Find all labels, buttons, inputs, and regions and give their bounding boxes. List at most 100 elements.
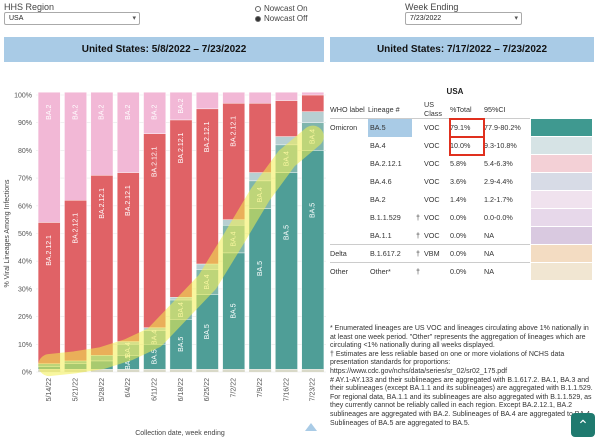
- table-header-row: WHO label Lineage # US Class %Total 95%C…: [330, 100, 592, 119]
- lineage-cell: B.1.1.529: [370, 213, 401, 222]
- footnotes: * Enumerated lineages are US VOC and lin…: [330, 325, 596, 428]
- chevron-down-icon: ▾: [132, 15, 136, 22]
- bar-data-label: BA.2.12.1: [151, 146, 158, 177]
- bar-data-label: BA.2.12.1: [72, 213, 79, 244]
- footnote-aggregation: # AY.1-AY.133 and their sublineages are …: [330, 376, 593, 427]
- bar-data-label: BA.2: [178, 98, 185, 113]
- pct-total-cell: 0.0%: [450, 249, 467, 258]
- reliability-mark-cell: [412, 119, 424, 137]
- lineage-color-swatch: [529, 190, 593, 209]
- col-ci: 95%CI: [484, 104, 506, 114]
- bar-data-label: BA.2: [125, 105, 132, 120]
- bar-data-label: BA.2.12.1: [178, 132, 185, 163]
- us-class-cell: VOC: [424, 123, 440, 133]
- who-label-cell: [330, 173, 368, 191]
- lineage-cell: BA.1.1: [370, 230, 392, 240]
- pct-total-cell: 0.0%: [450, 267, 467, 277]
- ci-cell: NA: [484, 230, 494, 240]
- reliability-mark-cell: †: [416, 230, 420, 240]
- ci-cell: 5.4-6.3%: [484, 159, 513, 168]
- us-class-cell: VOC: [424, 213, 440, 222]
- col-lineage: Lineage #: [368, 104, 400, 114]
- us-class-cell: VOC: [424, 141, 440, 150]
- region-select[interactable]: USA ▾: [4, 12, 140, 25]
- pct-total-cell: 5.8%: [450, 159, 467, 168]
- lineage-table-panel: USA WHO label Lineage # US Class %Total …: [330, 86, 598, 296]
- us-class-cell: VOC: [424, 230, 440, 240]
- nowcast-on-radio[interactable]: Nowcast On: [255, 4, 308, 13]
- x-tick-label: 5/28/22: [99, 378, 106, 401]
- nowcast-off-radio[interactable]: Nowcast Off: [255, 14, 307, 23]
- triangle-marker-icon: [305, 423, 317, 431]
- lineage-color-swatch: [529, 136, 593, 155]
- who-label-cell: [330, 155, 368, 173]
- who-label-cell: [330, 191, 368, 209]
- lineage-cell: BA.2: [370, 195, 386, 204]
- x-tick-label: 6/18/22: [178, 378, 185, 401]
- ci-cell: 2.9-4.4%: [484, 177, 513, 186]
- scroll-to-top-button[interactable]: ⌃: [571, 413, 595, 437]
- lineage-color-swatch: [529, 244, 593, 263]
- bar-data-label: BA.2: [72, 105, 79, 120]
- col-pct-total: %Total: [450, 104, 472, 114]
- x-tick-label: 7/16/22: [283, 378, 290, 401]
- nowcast-on-label: Nowcast On: [264, 4, 308, 13]
- chevron-up-icon: ⌃: [577, 417, 589, 433]
- radio-selected-icon: [255, 15, 261, 22]
- region-label: HHS Region: [4, 2, 55, 12]
- week-ending-select[interactable]: 7/23/2022 ▾: [405, 12, 522, 25]
- bar-segment-ba-2: [90, 92, 114, 176]
- week-ending-value: 7/23/2022: [410, 15, 442, 22]
- bar-segment-other: [90, 369, 113, 372]
- pct-total-cell: 3.6%: [450, 177, 467, 186]
- lineage-color-swatch: [529, 262, 593, 281]
- ci-cell: NA: [484, 249, 494, 258]
- table-row: Delta B.1.617.2 † VBM 0.0% NA: [330, 244, 593, 263]
- table-row: BA.4 VOC 10.0% 9.3-10.8%: [330, 135, 593, 156]
- lineage-color-swatch: [529, 118, 593, 137]
- pct-total-cell: 0.0%: [450, 230, 467, 240]
- radio-unselected-icon: [255, 5, 261, 12]
- pct-total-cell: 10.0%: [449, 135, 485, 156]
- who-label-cell: [330, 227, 368, 245]
- table-row: BA.1.1 † VOC 0.0% NA: [330, 226, 593, 245]
- lineage-color-swatch: [529, 208, 593, 227]
- chevron-down-icon: ▾: [514, 15, 518, 22]
- reliability-mark-cell: [412, 191, 424, 209]
- reliability-mark-cell: [412, 173, 424, 191]
- bar-data-label: BA.5: [257, 261, 264, 276]
- bar-data-label: BA.5: [125, 355, 132, 370]
- x-tick-label: 7/23/22: [310, 378, 317, 401]
- bar-segment-ba-2-12-1: [248, 103, 272, 173]
- who-label-cell: [330, 137, 368, 155]
- pct-total-cell: 79.1%: [449, 117, 485, 138]
- y-tick-label: 30%: [18, 286, 32, 293]
- variant-proportions-chart: 0% 10% 20% 30% 40% 50% 60% 70% 80% 90% 100% % Viral…: [4, 92, 326, 437]
- bar-segment-ba-2-12-1: [301, 94, 325, 112]
- bar-data-label: BA.2.12.1: [99, 188, 106, 219]
- bar-segment-ba-2: [196, 92, 219, 110]
- x-axis-label: Collection date, week ending: [135, 430, 225, 437]
- reliability-mark-cell: †: [416, 249, 420, 258]
- table-row: Other Other* † 0.0% NA: [330, 262, 593, 281]
- y-tick-label: 0%: [22, 370, 32, 377]
- col-swatch: [530, 100, 592, 119]
- lineage-color-swatch: [529, 154, 593, 173]
- bar-segment-ba-5: [301, 150, 325, 370]
- pct-total-cell: 1.4%: [450, 195, 467, 204]
- bar-segment-ba-5: [248, 208, 272, 370]
- x-tick-label: 5/21/22: [72, 378, 79, 401]
- bar-data-label: BA.2: [46, 105, 53, 120]
- bar-data-label: BA.2: [151, 105, 158, 120]
- bar-segment-ba-2: [248, 92, 272, 104]
- us-class-cell: VBM: [424, 249, 440, 258]
- footnote-reliability: † Estimates are less reliable based on o…: [330, 350, 565, 375]
- col-us-class: US Class: [424, 100, 442, 118]
- bar-segment-ba-2: [64, 92, 87, 201]
- bar-segment-other: [169, 369, 193, 372]
- bar-segment-ba-2: [116, 92, 140, 173]
- bar-segment-ba-5: [275, 172, 298, 370]
- y-tick-label: 80%: [18, 148, 32, 155]
- pct-total-cell: 0.0%: [450, 213, 467, 222]
- highlight-annotation: [38, 125, 324, 377]
